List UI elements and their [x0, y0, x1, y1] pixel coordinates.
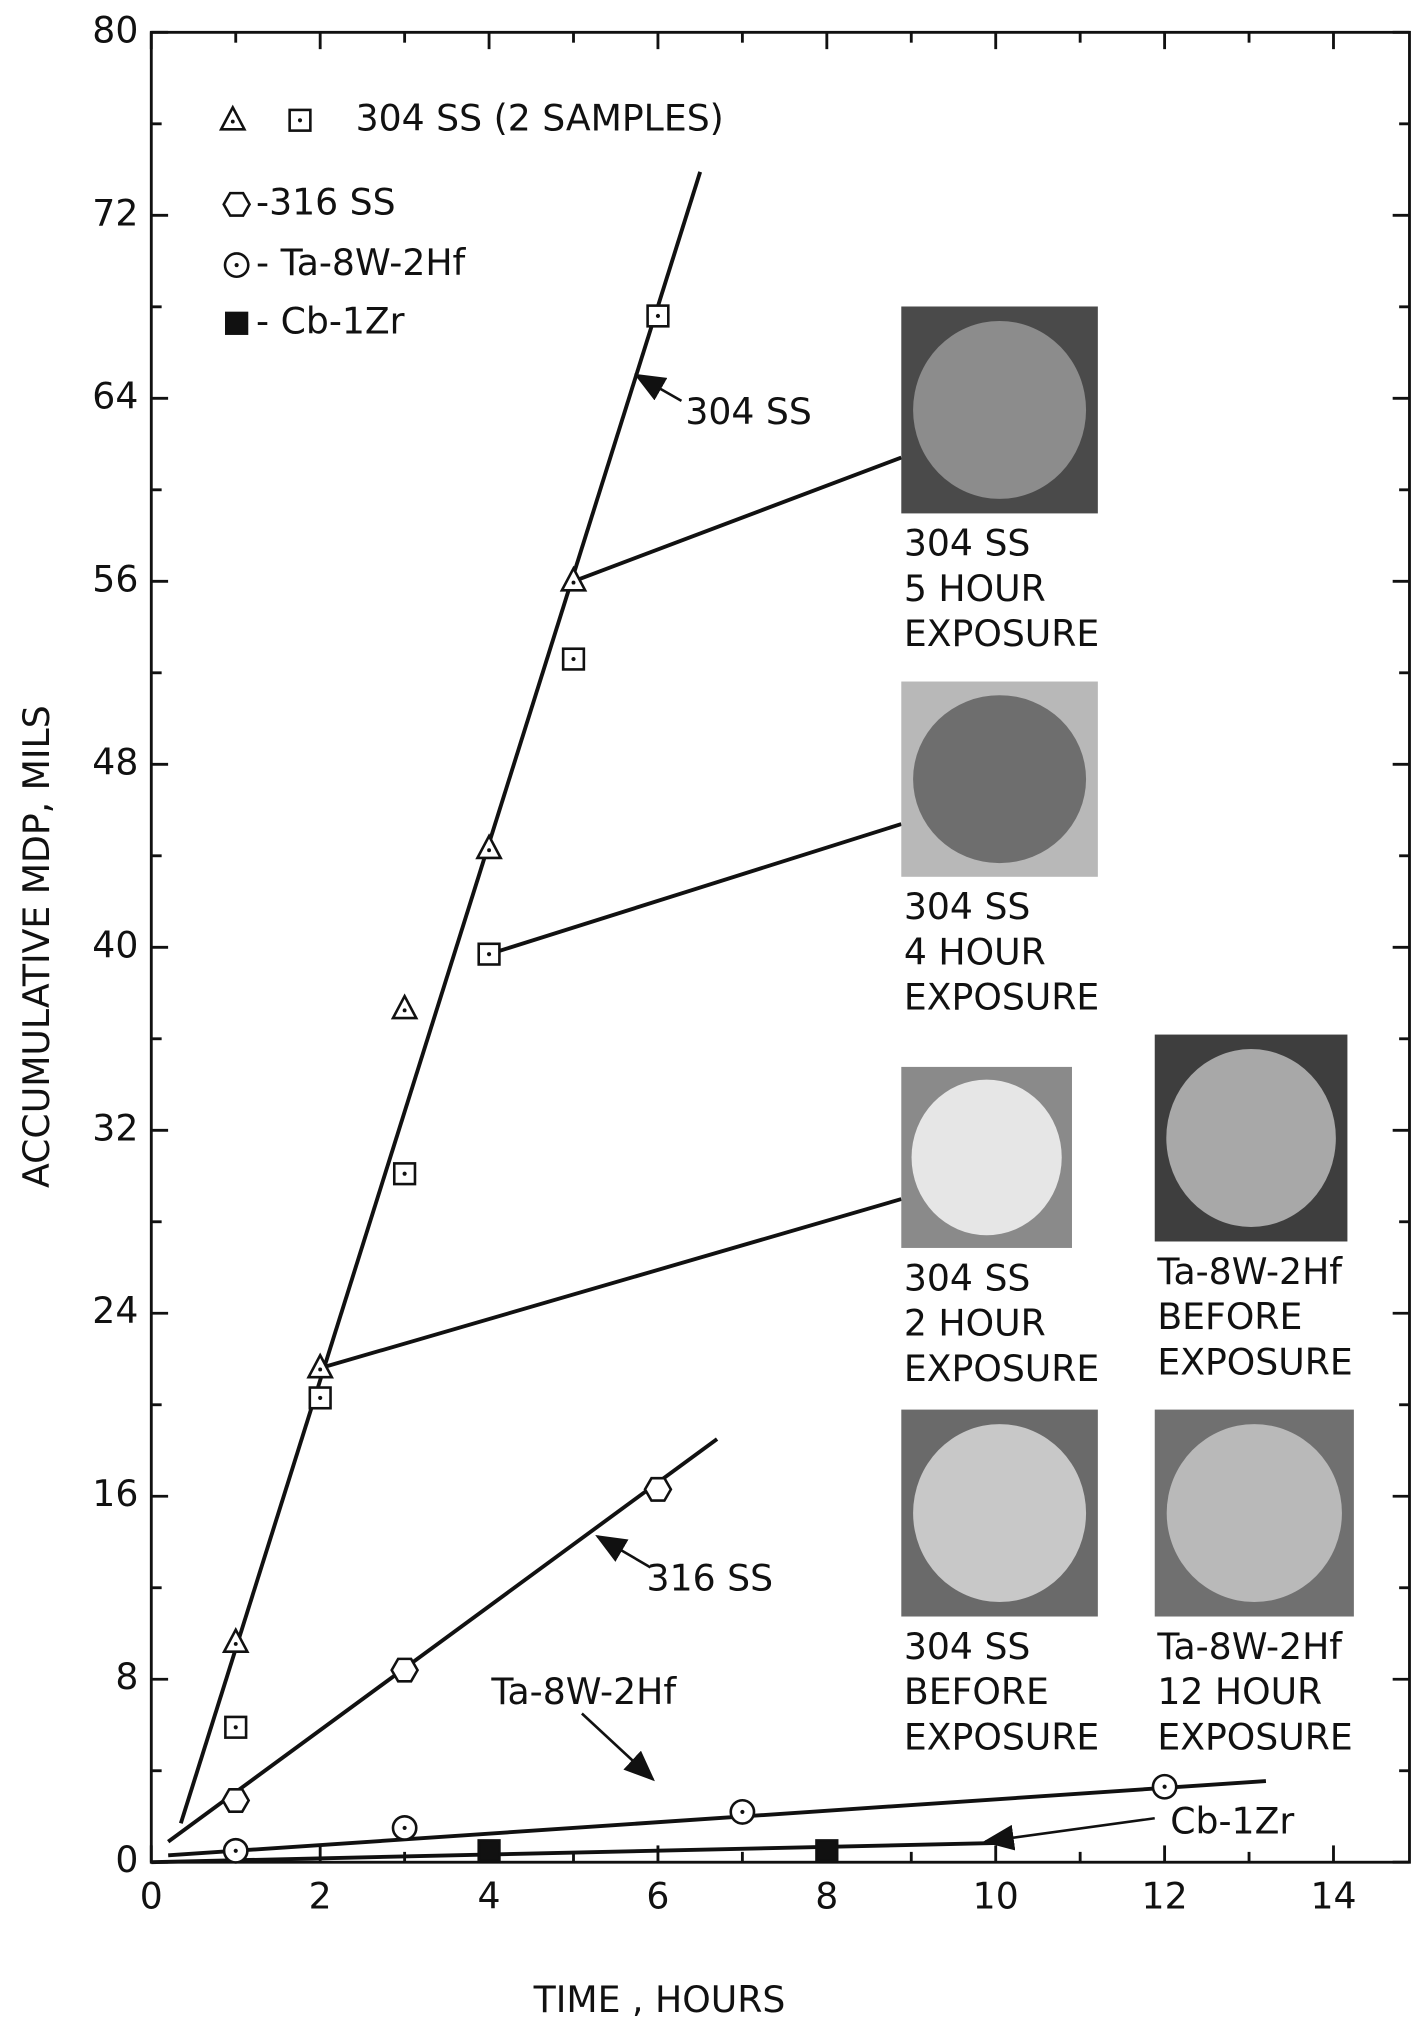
- x-tick-label: 10: [973, 1874, 1019, 1917]
- photo-caption: EXPOSURE: [904, 1347, 1099, 1390]
- marker-dot: [487, 848, 492, 853]
- photo-caption: EXPOSURE: [904, 612, 1099, 655]
- marker-dot: [402, 1825, 407, 1830]
- x-tick-label: 4: [478, 1874, 501, 1917]
- marker-triangle: [306, 1352, 334, 1379]
- photo-caption: 304 SS: [904, 522, 1031, 565]
- annotation-arrow: [581, 1712, 655, 1782]
- marker-square: [477, 1839, 501, 1863]
- marker-dot: [297, 118, 303, 123]
- x-tick-label: 8: [815, 1874, 838, 1917]
- leader-line: [319, 1197, 902, 1371]
- marker-triangle: [475, 833, 503, 860]
- photo-specimen: [1166, 1049, 1336, 1228]
- photo-caption: EXPOSURE: [1157, 1340, 1352, 1383]
- marker-dot: [571, 580, 576, 585]
- photo-caption: 2 HOUR: [904, 1302, 1046, 1345]
- marker-dot: [655, 313, 661, 319]
- marker-dot: [402, 1008, 407, 1013]
- annotation-arrow: [595, 1535, 652, 1569]
- marker-dot: [233, 1848, 238, 1853]
- leader-line: [488, 822, 902, 956]
- marker-triangle: [559, 565, 588, 592]
- marker-dot: [402, 1171, 407, 1176]
- y-axis-label: ACCUMULATIVE MDP, MILS: [15, 705, 58, 1188]
- x-tick-label: 6: [646, 1874, 669, 1917]
- photo-caption: EXPOSURE: [904, 1715, 1099, 1758]
- marker-dot: [486, 952, 492, 957]
- x-tick-label: 12: [1142, 1874, 1188, 1917]
- annotation: 304 SS: [685, 390, 812, 433]
- photo-caption: BEFORE: [1157, 1295, 1302, 1338]
- legend-label: 304 SS (2 SAMPLES): [356, 96, 724, 139]
- leader-line: [572, 455, 902, 584]
- photo-caption: Ta-8W-2Hf: [1156, 1625, 1343, 1668]
- y-tick-label: 40: [92, 923, 138, 966]
- marker-hexagon: [390, 1657, 420, 1683]
- photo-specimen: [911, 1079, 1062, 1236]
- marker-triangle: [218, 104, 247, 131]
- marker-dot: [233, 1725, 238, 1730]
- photo-caption: BEFORE: [904, 1670, 1049, 1713]
- marker-dot: [318, 1367, 323, 1372]
- marker-square: [815, 1839, 839, 1863]
- annotation: Cb-1Zr: [1170, 1799, 1294, 1842]
- marker-triangle: [221, 1626, 250, 1653]
- y-tick-label: 56: [92, 557, 138, 600]
- photo-caption: 304 SS: [904, 1256, 1031, 1299]
- photo-caption: 12 HOUR: [1157, 1670, 1322, 1713]
- fit-line: [151, 1840, 1005, 1865]
- y-tick-label: 24: [92, 1289, 138, 1332]
- x-tick-label: 14: [1310, 1874, 1356, 1917]
- marker-dot: [1162, 1784, 1167, 1789]
- annotation: Ta-8W-2Hf: [490, 1670, 677, 1713]
- photo-caption: 304 SS: [904, 885, 1031, 928]
- y-tick-label: 16: [92, 1472, 138, 1515]
- annotation-arrow: [982, 1816, 1155, 1851]
- marker-dot: [233, 1641, 238, 1646]
- fit-line: [178, 171, 703, 1824]
- marker-hexagon: [221, 1787, 251, 1813]
- y-tick-label: 72: [92, 191, 138, 234]
- marker-triangle: [390, 993, 419, 1020]
- x-axis-label: TIME , HOURS: [533, 1978, 786, 2020]
- y-tick-label: 80: [92, 8, 138, 51]
- x-tick-label: 2: [309, 1874, 332, 1917]
- marker-dot: [234, 263, 239, 268]
- marker-dot: [571, 657, 576, 662]
- annotation-arrow: [633, 373, 683, 403]
- marker-dot: [740, 1809, 745, 1814]
- y-tick-label: 8: [115, 1655, 138, 1698]
- photo-specimen: [913, 1424, 1087, 1603]
- photo-caption: 5 HOUR: [904, 567, 1046, 610]
- x-tick-label: 0: [140, 1874, 163, 1917]
- photo-caption: EXPOSURE: [904, 976, 1099, 1019]
- legend-label: -316 SS: [256, 180, 396, 223]
- marker-hexagon: [222, 191, 252, 217]
- annotation: 316 SS: [647, 1556, 774, 1599]
- marker-square: [225, 311, 249, 335]
- y-tick-label: 0: [115, 1838, 138, 1881]
- photo-specimen: [913, 695, 1087, 864]
- y-tick-label: 48: [92, 740, 138, 783]
- photo-specimen: [913, 320, 1087, 499]
- legend-label: - Cb-1Zr: [256, 299, 405, 342]
- photo-specimen: [1166, 1424, 1342, 1603]
- photo-caption: 304 SS: [904, 1625, 1031, 1668]
- photo-caption: Ta-8W-2Hf: [1156, 1250, 1343, 1293]
- photo-caption: EXPOSURE: [1157, 1715, 1352, 1758]
- legend-label: - Ta-8W-2Hf: [256, 241, 467, 284]
- fit-line: [168, 1779, 1267, 1858]
- marker-dot: [318, 1395, 323, 1400]
- fit-line: [167, 1437, 719, 1844]
- marker-dot: [230, 119, 235, 124]
- y-tick-label: 64: [92, 374, 138, 417]
- marker-hexagon: [643, 1476, 673, 1502]
- y-tick-label: 32: [92, 1106, 138, 1149]
- photo-caption: 4 HOUR: [904, 930, 1046, 973]
